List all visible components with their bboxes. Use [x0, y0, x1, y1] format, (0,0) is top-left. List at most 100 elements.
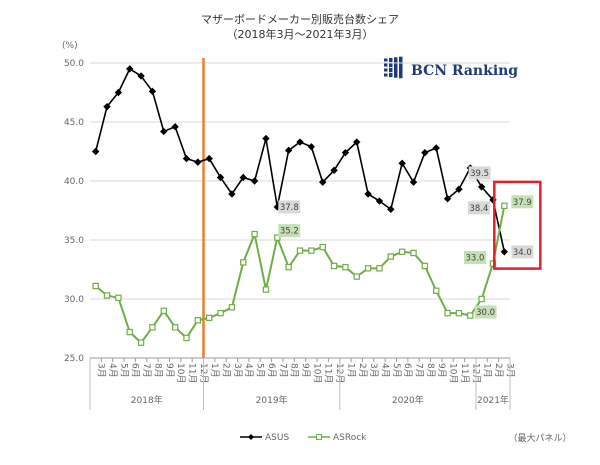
x-tick-label: 2月: [493, 363, 504, 378]
x-tick-label: 4月: [107, 363, 118, 378]
asus-point: [398, 159, 406, 168]
y-tick-label: 35.0: [64, 236, 84, 246]
asus-point: [330, 166, 338, 175]
logo-mark-bar: [399, 56, 403, 64]
data-label-box: [463, 251, 486, 265]
x-tick-label: 4月: [243, 363, 254, 378]
asrock-point: [251, 230, 258, 238]
x-tick-label: 7月: [414, 363, 425, 378]
asus-point: [205, 154, 213, 163]
x-tick-label: 8月: [152, 363, 163, 378]
asrock-point: [217, 309, 224, 317]
data-label-box: [511, 245, 534, 259]
asus-point: [318, 178, 327, 186]
logo-mark-bar: [394, 72, 398, 78]
logo-mark-bar: [389, 62, 393, 68]
data-label: 39.5: [470, 169, 489, 179]
logo-mark-bar: [384, 63, 388, 67]
data-label: 34.0: [513, 248, 532, 258]
x-tick-label: 1月: [345, 363, 356, 378]
x-tick-label: 4月: [379, 363, 390, 378]
asus-point: [500, 248, 509, 256]
x-tick-label: 6月: [266, 363, 277, 378]
x-tick-label: 10月: [175, 363, 186, 383]
asus-point: [341, 148, 350, 157]
x-tick-label: 2月: [221, 363, 232, 378]
legend-label: ASRock: [333, 433, 367, 443]
asus-point: [432, 144, 440, 152]
y-tick-label: 25.0: [64, 354, 84, 364]
asus-point: [307, 143, 316, 151]
y-tick-label: 45.0: [64, 118, 84, 128]
asus-point: [182, 154, 191, 163]
asus-point: [137, 72, 145, 80]
x-tick-label: 7月: [141, 363, 152, 378]
data-label-box: [278, 224, 301, 238]
year-label: 2018年: [131, 394, 163, 406]
asus-point: [216, 173, 225, 182]
data-labels: 37.8 35.2 39.5 38.4 34.0 30.0 33.0 37.9: [278, 166, 534, 319]
asrock-point: [410, 249, 417, 257]
y-axis: 25.0 30.0 35.0 40.0 45.0 50.0: [64, 59, 84, 364]
asus-point: [353, 138, 361, 146]
legend: ASUS ASRock: [240, 433, 367, 443]
x-tick-label: 6月: [402, 363, 413, 378]
logo-mark-bar: [394, 57, 398, 63]
asrock-point: [285, 263, 292, 271]
logo-mark-bar: [384, 73, 388, 77]
asrock-point: [353, 273, 360, 280]
year-label: 2019年: [256, 394, 288, 406]
logo-mark-bar: [384, 58, 388, 62]
asrock-point: [171, 324, 179, 331]
y-tick-label: 50.0: [64, 59, 84, 69]
x-tick-label: 3月: [368, 363, 379, 378]
x-tick-label: 1月: [482, 363, 493, 378]
x-tick-label: 11月: [323, 363, 334, 383]
asrock-point: [228, 304, 236, 311]
asrock-point: [240, 259, 247, 266]
asrock-point: [92, 282, 99, 290]
x-axis: 3月 4月 5月 6月 7月 8月 9月 10月 11月 12月 1月 2月 3月 4月 5月 6月 7月 8月 9…: [89, 358, 515, 410]
asrock-point: [149, 324, 156, 331]
x-tick-label: 8月: [425, 363, 436, 378]
asrock-point: [296, 247, 304, 254]
x-tick-label: 3月: [96, 363, 107, 378]
asrock-point: [455, 309, 463, 317]
asus-point: [296, 138, 304, 146]
asus-point: [194, 158, 202, 166]
data-label: 30.0: [476, 308, 495, 318]
asrock-point: [376, 265, 383, 272]
legend-item-asus: ASUS: [240, 433, 289, 443]
x-tick-label: 3月: [232, 363, 243, 378]
x-tick-label: 11月: [186, 363, 197, 383]
legend-item-asrock: ASRock: [308, 433, 367, 443]
y-tick-label: 30.0: [64, 295, 84, 305]
asrock-point: [398, 248, 406, 255]
asus-point: [160, 127, 168, 136]
asus-point: [148, 87, 157, 96]
data-label-box: [468, 166, 491, 180]
asus-point: [228, 190, 236, 198]
asus-point: [409, 178, 418, 186]
asrock-point: [421, 262, 429, 270]
year-label: 2020年: [392, 394, 424, 406]
asrock-point: [194, 317, 202, 324]
data-label-box: [278, 200, 301, 214]
asrock-point: [137, 339, 145, 346]
asrock-point: [103, 292, 111, 299]
x-tick-label: 11月: [459, 363, 470, 383]
asrock-point: [387, 253, 395, 260]
x-tick-label: 5月: [255, 363, 266, 378]
x-tick-label: 2月: [357, 363, 368, 378]
asrock-point: [160, 307, 167, 315]
x-tick-label: 7月: [277, 363, 288, 378]
data-label: 37.9: [513, 198, 532, 208]
logo-mark-bar: [399, 66, 403, 74]
asus-point: [103, 102, 111, 111]
asrock-point: [183, 334, 190, 342]
asrock-point: [330, 262, 338, 270]
asrock-point: [115, 294, 122, 302]
asrock-point: [501, 202, 508, 209]
logo-mark-bar: [394, 62, 398, 68]
